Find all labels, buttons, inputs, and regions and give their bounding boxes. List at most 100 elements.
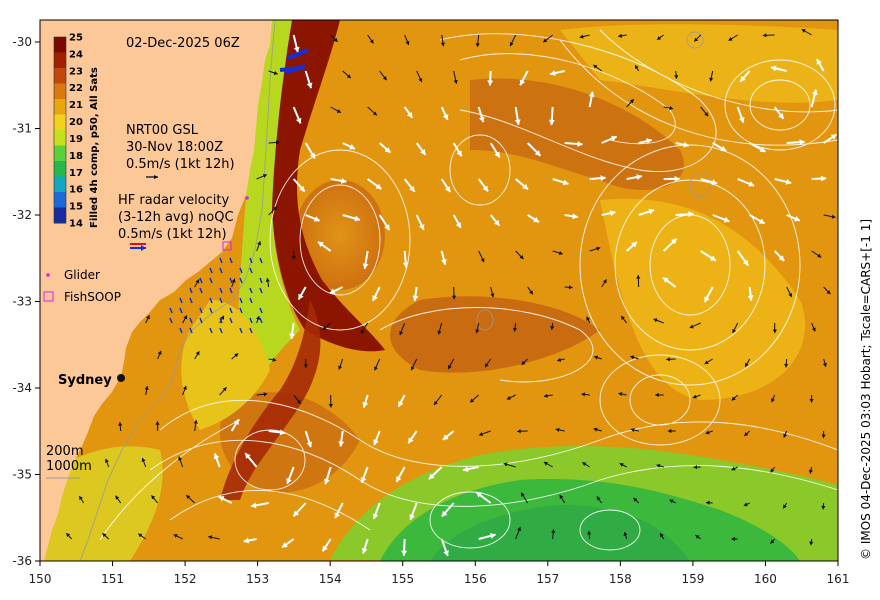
velocity-arrowhead (543, 393, 548, 398)
hf-radar-arrow (189, 317, 193, 324)
velocity-arrowhead (720, 145, 727, 151)
depth-label-1000: 1000m (46, 459, 92, 474)
velocity-arrowhead (456, 150, 462, 157)
x-tick-label: 160 (754, 572, 777, 586)
hf-radar-arrow (199, 307, 203, 314)
velocity-arrowhead (630, 355, 635, 360)
hf-radar-arrow (259, 317, 263, 324)
hf-radar-arrow (259, 287, 263, 294)
velocity-arrowhead (313, 216, 320, 222)
velocity-arrowhead (636, 174, 642, 180)
x-tick-label: 151 (101, 572, 124, 586)
colorbar-swatch (54, 207, 66, 224)
velocity-arrowhead (213, 453, 220, 460)
y-tick-label: -34 (12, 381, 32, 395)
velocity-arrowhead (279, 429, 286, 436)
colorbar-tick-label: 25 (69, 33, 83, 44)
velocity-arrowhead (336, 109, 341, 113)
colorbar-swatches (53, 36, 67, 224)
x-tick-label: 158 (609, 572, 632, 586)
velocity-arrowhead (669, 106, 674, 111)
x-tick-label: 153 (246, 572, 269, 586)
velocity-arrowhead (462, 466, 469, 473)
velocity-arrowhead (521, 360, 526, 365)
velocity-arrowhead (618, 392, 623, 397)
velocity-arrowhead (656, 463, 661, 468)
velocity-arrowhead (674, 175, 680, 182)
hf-radar-arrow (169, 307, 173, 314)
velocity-arrowhead (409, 514, 415, 520)
colorbar-tick-label: 24 (69, 49, 83, 60)
velocity-arrowhead (434, 401, 438, 406)
velocity-arrowhead (587, 530, 592, 535)
velocity-arrowhead (182, 385, 187, 390)
velocity-arrowhead (382, 76, 387, 81)
velocity-arrowhead (183, 315, 188, 320)
velocity-arrowhead (543, 38, 548, 43)
colorbar-swatch (54, 83, 66, 100)
velocity-arrow (849, 323, 854, 330)
velocity-arrowhead (480, 258, 485, 263)
velocity-arrowhead (572, 213, 578, 220)
velocity-arrowhead (830, 134, 837, 140)
velocity-arrowhead (118, 422, 123, 426)
velocity-arrowhead (593, 64, 598, 69)
velocity-arrowhead (543, 461, 548, 466)
velocity-arrowhead (772, 329, 777, 334)
nrt-label-line: 30-Nov 18:00Z (126, 140, 223, 155)
velocity-arrowhead (778, 113, 784, 119)
velocity-arrowhead (329, 288, 336, 294)
velocity-arrow (849, 539, 851, 545)
velocity-arrowhead (533, 216, 539, 223)
velocity-arrowhead (550, 326, 555, 330)
velocity-arrowhead (490, 532, 496, 539)
velocity-arrows (65, 28, 854, 557)
velocity-arrowhead (521, 492, 525, 497)
velocity-arrowhead (141, 457, 146, 462)
hf-radar-arrow (219, 287, 223, 294)
x-axis: 150 151 152 153 154 155 156 157 158 159 160 161 (29, 561, 849, 586)
velocity-arrowhead (633, 497, 638, 502)
velocity-arrowhead (406, 111, 413, 118)
colorbar-tick-label: 20 (69, 117, 83, 128)
velocity-arrowhead (770, 468, 775, 473)
velocity-arrowhead (817, 253, 822, 258)
velocity-arrowhead (104, 458, 109, 463)
velocity-arrowhead (630, 427, 635, 433)
velocity-arrowhead (738, 116, 745, 123)
velocity-arrowhead (847, 470, 851, 474)
shelf-water (181, 300, 270, 430)
hf-radar-arrow (219, 317, 223, 324)
colorbar-tick-label: 22 (69, 83, 83, 94)
velocity-arrowhead (848, 398, 852, 402)
fishsoop-marker (43, 291, 54, 302)
city-marker (117, 374, 125, 382)
velocity-arrowhead (799, 139, 805, 146)
velocity-arrowhead (849, 95, 853, 99)
velocity-arrowhead (847, 541, 851, 545)
velocity-arrowhead (522, 183, 528, 190)
hf-radar-arrow (199, 317, 203, 324)
hf-radar-arrow (249, 317, 253, 324)
velocity-arrowhead (372, 111, 377, 116)
hf-radar-arrow (169, 317, 173, 324)
x-tick-label: 156 (464, 572, 487, 586)
velocity-arrowhead (157, 350, 162, 355)
colorbar-title: Filled 4h comp, p50, All Sats (89, 67, 100, 228)
velocity-arrowhead (704, 360, 709, 364)
velocity-arrowhead (299, 185, 305, 192)
velocity-arrowhead (550, 70, 556, 77)
velocity-arrowhead (820, 175, 827, 182)
fishsoop-marker (222, 241, 232, 251)
colorbar-labels: 25 24 23 22 21 20 19 18 17 16 15 14 (69, 33, 83, 230)
velocity-arrowhead (373, 439, 379, 446)
velocity-arrowhead (794, 215, 800, 222)
velocity-arrowhead (826, 290, 831, 295)
velocity-arrowhead (402, 262, 409, 268)
velocity-arrowhead (529, 290, 533, 295)
velocity-arrowhead (318, 241, 324, 248)
velocity-arrowhead (822, 362, 827, 367)
velocity-arrowhead (338, 441, 345, 447)
velocity-arrowhead (683, 141, 689, 148)
velocity-arrowhead (705, 430, 710, 435)
